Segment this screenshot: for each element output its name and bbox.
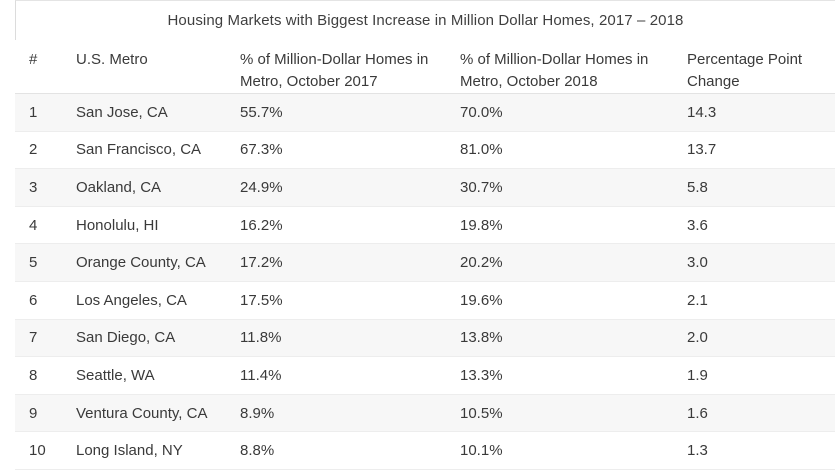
cell-pct-2017: 24.9%: [228, 168, 448, 207]
cell-point-change: 2.0: [673, 319, 835, 358]
cell-rank: 10: [15, 431, 62, 470]
cell-pct-2018: 20.2%: [448, 243, 673, 282]
cell-rank: 1: [15, 93, 62, 132]
cell-rank: 2: [15, 131, 62, 170]
cell-pct-2017: 67.3%: [228, 131, 448, 170]
cell-rank: 9: [15, 394, 62, 433]
table-row: 4 Honolulu, HI 16.2% 19.8% 3.6: [15, 206, 835, 245]
cell-pct-2018: 13.3%: [448, 356, 673, 395]
cell-pct-2018: 30.7%: [448, 168, 673, 207]
table-row: 1 San Jose, CA 55.7% 70.0% 14.3: [15, 93, 835, 132]
cell-point-change: 14.3: [673, 93, 835, 132]
cell-metro: Long Island, NY: [62, 431, 228, 470]
cell-point-change: 3.6: [673, 206, 835, 245]
cell-metro: San Francisco, CA: [62, 131, 228, 170]
cell-rank: 4: [15, 206, 62, 245]
cell-point-change: 1.9: [673, 356, 835, 395]
cell-pct-2018: 10.5%: [448, 394, 673, 433]
header-rank: #: [15, 40, 62, 94]
table-row: 7 San Diego, CA 11.8% 13.8% 2.0: [15, 319, 835, 358]
table-body: 1 San Jose, CA 55.7% 70.0% 14.3 2 San Francisc…: [15, 93, 835, 470]
cell-rank: 8: [15, 356, 62, 395]
table-row: 3 Oakland, CA 24.9% 30.7% 5.8: [15, 168, 835, 207]
cell-rank: 3: [15, 168, 62, 207]
cell-metro: Oakland, CA: [62, 168, 228, 207]
cell-rank: 6: [15, 281, 62, 320]
table-title: Housing Markets with Biggest Increase in…: [167, 12, 684, 29]
cell-pct-2017: 17.5%: [228, 281, 448, 320]
cell-point-change: 5.8: [673, 168, 835, 207]
cell-metro: San Jose, CA: [62, 93, 228, 132]
table-row: 2 San Francisco, CA 67.3% 81.0% 13.7: [15, 131, 835, 170]
cell-pct-2018: 70.0%: [448, 93, 673, 132]
cell-pct-2017: 8.9%: [228, 394, 448, 433]
cell-metro: Honolulu, HI: [62, 206, 228, 245]
cell-point-change: 1.3: [673, 431, 835, 470]
cell-pct-2017: 11.4%: [228, 356, 448, 395]
cell-point-change: 1.6: [673, 394, 835, 433]
table-row: 10 Long Island, NY 8.8% 10.1% 1.3: [15, 431, 835, 470]
table-title-bar: Housing Markets with Biggest Increase in…: [15, 0, 835, 40]
cell-point-change: 13.7: [673, 131, 835, 170]
table-row: 9 Ventura County, CA 8.9% 10.5% 1.6: [15, 394, 835, 433]
cell-point-change: 2.1: [673, 281, 835, 320]
header-pct-2017: % of Million-Dollar Homes in Metro, Octo…: [228, 40, 448, 94]
cell-pct-2018: 19.8%: [448, 206, 673, 245]
cell-metro: Orange County, CA: [62, 243, 228, 282]
cell-metro: Ventura County, CA: [62, 394, 228, 433]
table-header: # U.S. Metro % of Million-Dollar Homes i…: [15, 40, 835, 94]
cell-pct-2017: 16.2%: [228, 206, 448, 245]
cell-pct-2018: 10.1%: [448, 431, 673, 470]
cell-pct-2018: 19.6%: [448, 281, 673, 320]
table-container: # U.S. Metro % of Million-Dollar Homes i…: [15, 40, 835, 470]
cell-metro: San Diego, CA: [62, 319, 228, 358]
cell-rank: 5: [15, 243, 62, 282]
cell-point-change: 3.0: [673, 243, 835, 282]
cell-metro: Los Angeles, CA: [62, 281, 228, 320]
header-pct-2018: % of Million-Dollar Homes in Metro, Octo…: [448, 40, 673, 94]
cell-pct-2018: 81.0%: [448, 131, 673, 170]
table-row: 8 Seattle, WA 11.4% 13.3% 1.9: [15, 356, 835, 395]
cell-pct-2017: 11.8%: [228, 319, 448, 358]
cell-pct-2018: 13.8%: [448, 319, 673, 358]
header-point-change: Percentage Point Change: [673, 40, 835, 94]
header-row: # U.S. Metro % of Million-Dollar Homes i…: [15, 40, 835, 94]
table-row: 6 Los Angeles, CA 17.5% 19.6% 2.1: [15, 281, 835, 320]
cell-pct-2017: 17.2%: [228, 243, 448, 282]
header-metro: U.S. Metro: [62, 40, 228, 94]
cell-pct-2017: 8.8%: [228, 431, 448, 470]
table-row: 5 Orange County, CA 17.2% 20.2% 3.0: [15, 243, 835, 282]
cell-metro: Seattle, WA: [62, 356, 228, 395]
cell-pct-2017: 55.7%: [228, 93, 448, 132]
cell-rank: 7: [15, 319, 62, 358]
data-table: # U.S. Metro % of Million-Dollar Homes i…: [15, 40, 835, 470]
